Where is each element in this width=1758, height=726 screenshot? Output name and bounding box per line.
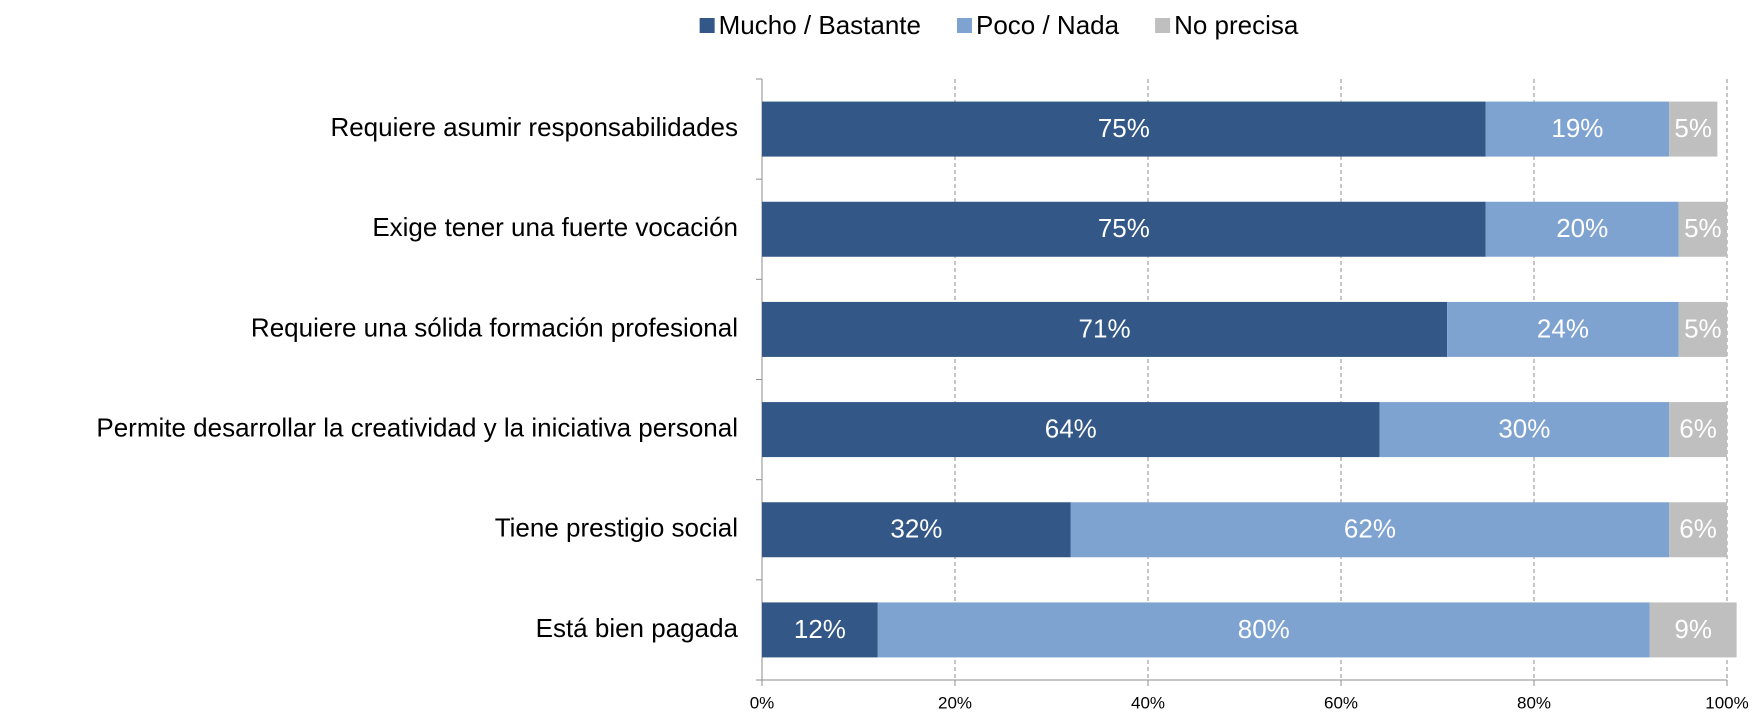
legend-label: No precisa	[1174, 10, 1299, 40]
data-label: 75%	[1098, 113, 1150, 143]
data-label: 20%	[1556, 213, 1608, 243]
bar-segment	[1447, 301, 1679, 357]
data-label: 6%	[1679, 514, 1717, 544]
bar-segment	[1485, 201, 1679, 257]
bar-segment	[877, 602, 1650, 658]
data-label: 6%	[1679, 413, 1717, 443]
data-label: 75%	[1098, 213, 1150, 243]
y-tick-label: Requiere una sólida formación profesiona…	[251, 312, 738, 342]
y-tick-label: Tiene prestigio social	[495, 513, 738, 543]
legend-label: Poco / Nada	[976, 10, 1120, 40]
bar-segment	[1070, 502, 1670, 558]
data-label: 24%	[1537, 313, 1589, 343]
bar-segment	[762, 602, 878, 658]
bar-segment	[1678, 201, 1727, 257]
data-label: 30%	[1498, 413, 1550, 443]
data-label: 5%	[1684, 213, 1722, 243]
x-tick-label: 20%	[938, 693, 972, 712]
x-tick-label: 100%	[1705, 693, 1748, 712]
data-label: 19%	[1551, 113, 1603, 143]
x-tick-label: 60%	[1324, 693, 1358, 712]
data-label: 32%	[890, 514, 942, 544]
legend-swatch	[699, 18, 715, 33]
data-label: 71%	[1079, 313, 1131, 343]
bar-segment	[1669, 502, 1727, 558]
bar-segment	[762, 301, 1448, 357]
bar-segment	[762, 402, 1380, 458]
data-label: 62%	[1344, 514, 1396, 544]
bar-segment	[1379, 402, 1670, 458]
y-tick-label: Está bien pagada	[536, 613, 739, 643]
bar-segment	[1669, 402, 1727, 458]
x-tick-label: 80%	[1517, 693, 1551, 712]
x-tick-label: 0%	[750, 693, 775, 712]
x-tick-label: 40%	[1131, 693, 1165, 712]
bar-segment	[1649, 602, 1737, 658]
data-label: 12%	[794, 614, 846, 644]
y-tick-label: Permite desarrollar la creatividad y la …	[96, 412, 738, 442]
y-tick-label: Requiere asumir responsabilidades	[330, 112, 738, 142]
bar-segment	[762, 502, 1071, 558]
bar-segment	[1669, 101, 1718, 157]
legend-label: Mucho / Bastante	[719, 10, 921, 40]
legend-swatch	[956, 18, 972, 33]
data-label: 5%	[1684, 313, 1722, 343]
y-tick-label: Exige tener una fuerte vocación	[372, 212, 738, 242]
legend-swatch	[1155, 18, 1171, 33]
bar-segment	[1678, 301, 1727, 357]
bar-segment	[762, 101, 1486, 157]
data-label: 80%	[1238, 614, 1290, 644]
data-label: 5%	[1674, 113, 1712, 143]
data-label: 64%	[1045, 413, 1097, 443]
data-label: 9%	[1674, 614, 1712, 644]
bar-segment	[762, 201, 1486, 257]
bar-segment	[1485, 101, 1670, 157]
